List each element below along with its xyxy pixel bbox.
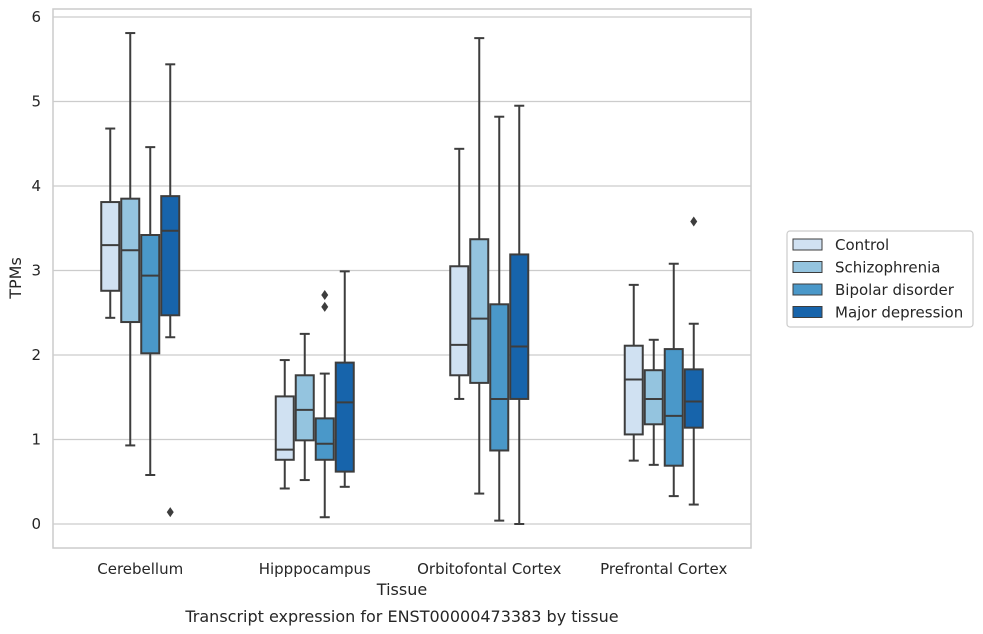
legend-swatch [792, 261, 823, 273]
y-tick-label: 5 [31, 93, 41, 111]
box [643, 338, 664, 466]
box [140, 146, 161, 476]
legend-label: Bipolar disorder [835, 281, 955, 299]
chart-caption: Transcript expression for ENST0000047338… [184, 607, 618, 626]
x-axis-label: Tissue [376, 580, 427, 599]
box [334, 270, 355, 488]
box [449, 147, 470, 400]
box [120, 32, 141, 447]
y-tick-label: 2 [31, 346, 41, 364]
box-rect [509, 253, 530, 400]
outlier-marker [321, 290, 329, 301]
box-rect [469, 238, 490, 384]
box [314, 290, 335, 519]
box [294, 332, 315, 482]
x-axis: Cerebellum Hipppocampus Orbitofontal Corte… [97, 560, 727, 578]
y-tick-label: 3 [31, 262, 41, 280]
y-tick-label: 1 [31, 431, 41, 449]
y-tick-label: 0 [31, 515, 41, 533]
box-rect [100, 201, 121, 292]
x-tick-label: Hipppocampus [259, 560, 371, 578]
y-axis: 0 1 2 3 4 5 6 [31, 8, 41, 533]
legend-swatch [792, 238, 823, 251]
box [509, 104, 530, 525]
box-rect [623, 344, 644, 436]
outlier-marker [321, 301, 329, 312]
y-tick-label: 6 [31, 8, 41, 26]
legend-label: Schizophrenia [835, 259, 940, 277]
box-rect [683, 368, 704, 429]
box-rect [160, 195, 181, 317]
plot-area [52, 8, 752, 549]
legend-label: Major depression [835, 304, 963, 322]
box-series [100, 32, 704, 525]
box [100, 127, 121, 319]
box-rect [489, 303, 510, 452]
box [683, 216, 704, 506]
box-rect [274, 395, 295, 461]
box [623, 283, 644, 462]
legend-swatch [792, 283, 823, 296]
y-axis-label: TPMs [6, 257, 25, 300]
box-rect [663, 348, 684, 467]
box-rect [643, 369, 664, 426]
y-tick-label: 4 [31, 177, 41, 195]
box [489, 115, 510, 522]
box [160, 63, 181, 518]
legend-box [786, 230, 974, 328]
outlier-marker [690, 216, 698, 227]
box-rect [314, 417, 335, 461]
box-rect [449, 265, 470, 377]
box [274, 359, 295, 490]
outlier-marker [166, 507, 174, 518]
x-tick-label: Prefrontal Cortex [600, 560, 727, 578]
box [663, 262, 684, 498]
legend-label: Control [835, 236, 889, 254]
x-tick-label: Orbitofontal Cortex [417, 560, 561, 578]
box-rect [120, 197, 141, 324]
legend-swatch [792, 306, 823, 318]
box [469, 37, 490, 495]
box-rect [334, 361, 355, 473]
x-tick-label: Cerebellum [97, 560, 183, 578]
legend: Control Schizophrenia Bipolar disorder Majo… [786, 230, 974, 328]
box-rect [140, 234, 161, 355]
box-rect [294, 374, 315, 442]
